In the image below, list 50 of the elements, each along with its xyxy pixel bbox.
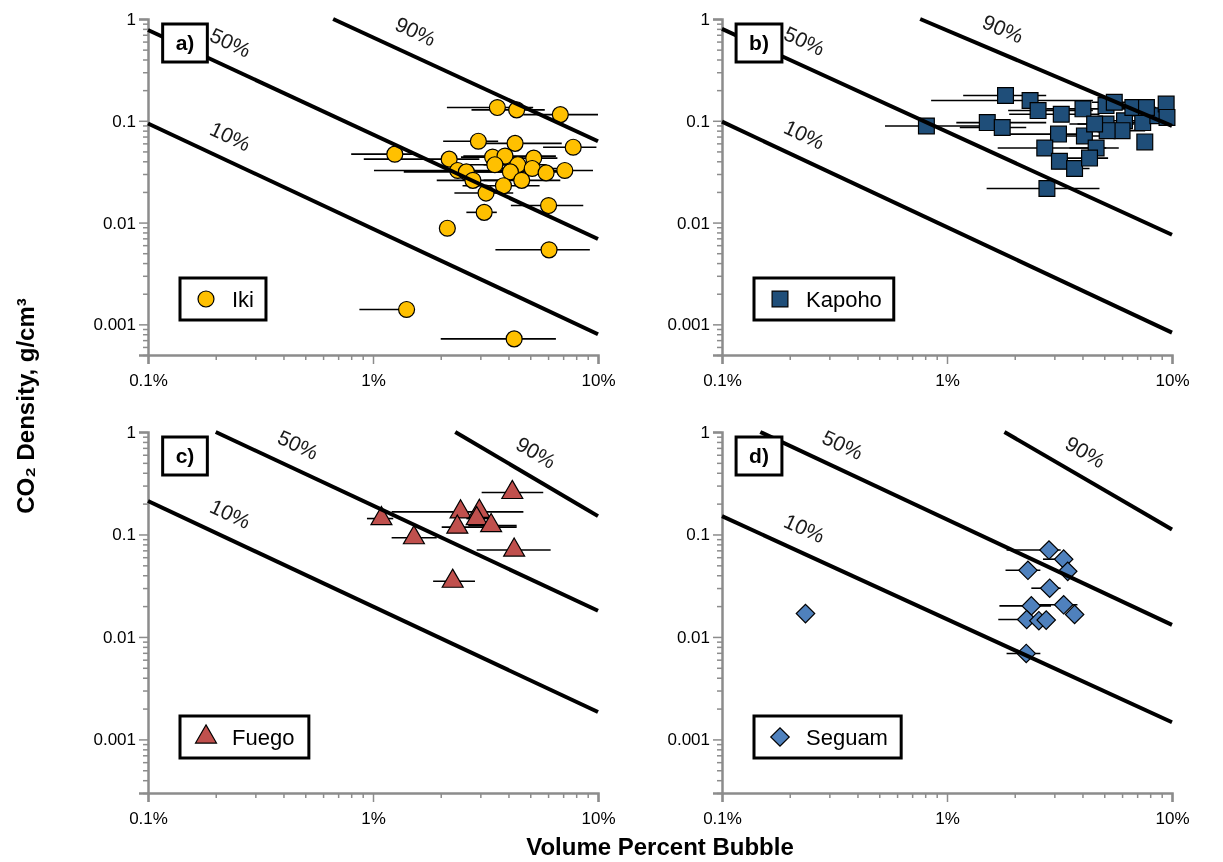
annotation: 50%: [780, 21, 829, 60]
text: d): [749, 444, 769, 467]
x-tick-label: 10%: [581, 808, 616, 828]
annotation: 10%: [780, 508, 829, 548]
x-axis-title: Volume Percent Bubble: [526, 833, 794, 860]
y-tick-label: 0.1: [686, 111, 710, 131]
x-tick-label: 10%: [1155, 370, 1190, 390]
y-tick-label: 0.001: [667, 730, 710, 750]
y-tick-label: 1: [700, 422, 710, 442]
x-tick-label: 0.1%: [703, 370, 742, 390]
x-tick-label: 10%: [581, 370, 616, 390]
x-tick-label: 0.1%: [703, 808, 742, 828]
text: c): [175, 444, 195, 467]
text: b): [749, 31, 769, 54]
y-tick-label: 0.001: [93, 730, 136, 750]
y-tick-label: 1: [126, 9, 136, 29]
y-tick-label: 0.001: [93, 315, 136, 335]
y-axis-title: CO₂ Density, g/cm³: [12, 298, 39, 514]
annotation: 90%: [512, 431, 561, 473]
x-tick-label: 1%: [361, 370, 386, 390]
y-tick-label: 0.01: [676, 627, 710, 647]
y-tick-label: 0.001: [667, 315, 710, 335]
y-tick-label: 0.01: [102, 213, 136, 233]
x-tick-label: 10%: [1155, 808, 1190, 828]
x-tick-label: 1%: [935, 808, 960, 828]
y-tick-label: 0.01: [102, 627, 136, 647]
legend-label: Seguam: [806, 724, 888, 750]
annotation: 10%: [206, 116, 255, 156]
y-tick-label: 1: [700, 9, 710, 29]
y-tick-label: 0.1: [686, 525, 710, 545]
annotation: 90%: [391, 11, 440, 51]
x-tick-label: 0.1%: [129, 370, 168, 390]
annotation: 10%: [780, 115, 829, 154]
annotation: 90%: [1061, 431, 1110, 473]
y-tick-label: 0.01: [676, 213, 710, 233]
annotation: 50%: [818, 425, 867, 464]
annotation: 50%: [206, 23, 255, 62]
y-tick-label: 0.1: [112, 111, 136, 131]
legend-label: Iki: [232, 286, 254, 312]
y-tick-label: 0.1: [112, 525, 136, 545]
x-tick-label: 1%: [935, 370, 960, 390]
annotation: 10%: [206, 494, 255, 534]
text: a): [175, 31, 195, 54]
y-tick-label: 1: [126, 422, 136, 442]
x-tick-label: 0.1%: [129, 808, 168, 828]
annotation: 90%: [979, 9, 1027, 48]
legend-label: Fuego: [232, 724, 295, 750]
x-tick-label: 1%: [361, 808, 386, 828]
legend-label: Kapoho: [806, 286, 882, 312]
annotation: 50%: [274, 425, 323, 464]
